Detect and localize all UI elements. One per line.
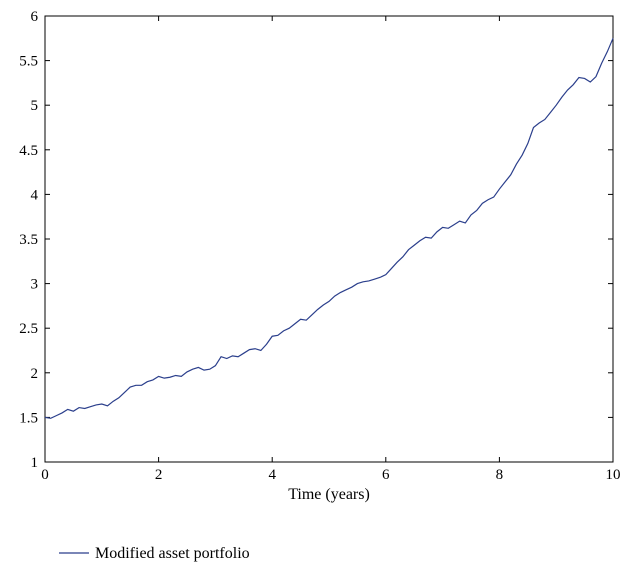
x-tick-label: 8 — [496, 467, 504, 483]
series-line-modified-asset-portfolio — [44, 38, 614, 419]
x-tick-label: 2 — [155, 467, 163, 483]
plot-frame — [44, 15, 614, 463]
legend: Modified asset portfolio — [59, 545, 250, 562]
x-tick-label: 4 — [268, 467, 276, 483]
y-tick-label: 5 — [31, 98, 39, 114]
y-tick-label: 3 — [31, 277, 39, 293]
y-tick-label: 6 — [31, 9, 39, 25]
y-tick-label: 2 — [31, 366, 39, 382]
y-tick-label: 1.5 — [19, 410, 38, 426]
y-tick-label: 4.5 — [19, 143, 38, 159]
x-tick-label: 10 — [606, 467, 621, 483]
tick-labels: 0 2 4 6 8 10 1 1.5 2 2.5 3 3.5 4 4.5 5 5.5 6 — [19, 9, 620, 483]
legend-label: Modified asset portfolio — [95, 545, 250, 562]
x-tick-label: 0 — [41, 467, 49, 483]
x-tick-label: 6 — [382, 467, 390, 483]
y-tick-label: 4 — [31, 187, 39, 203]
y-tick-label: 2.5 — [19, 321, 38, 337]
y-tick-label: 1 — [31, 455, 39, 471]
y-tick-label: 3.5 — [19, 232, 38, 248]
axis-ticks — [44, 15, 614, 463]
y-tick-label: 5.5 — [19, 54, 38, 70]
x-axis-label: Time (years) — [288, 486, 370, 503]
